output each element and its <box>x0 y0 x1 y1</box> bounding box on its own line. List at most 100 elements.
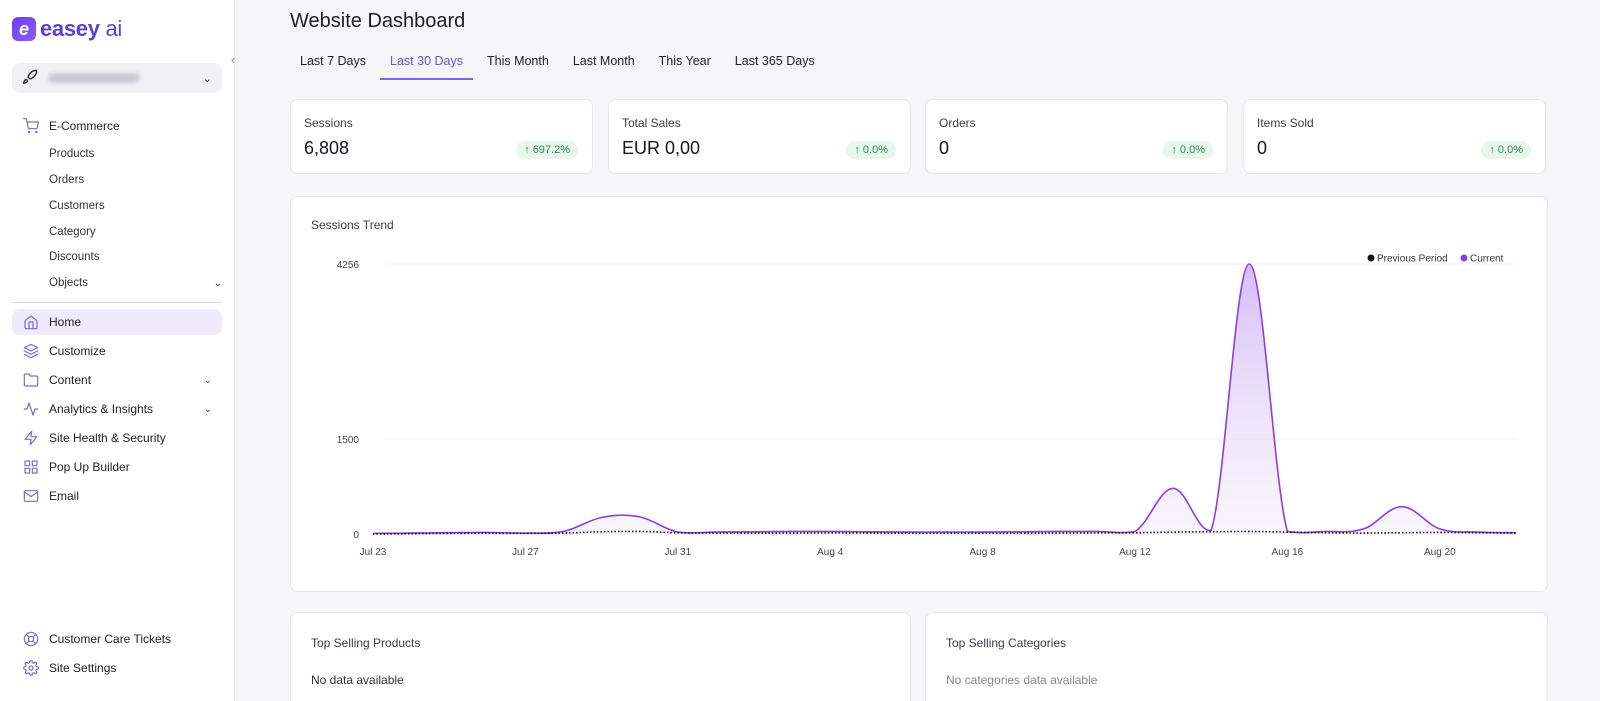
gear-icon <box>22 659 40 677</box>
x-tick-label: Aug 12 <box>1119 547 1151 558</box>
x-tick-label: Aug 4 <box>817 547 844 558</box>
sidebar-item-email[interactable]: Email <box>12 483 222 509</box>
tab-last-365-days[interactable]: Last 365 Days <box>734 54 815 68</box>
change-value: 697.2% <box>532 144 570 156</box>
sidebar-item-label: Pop Up Builder <box>49 460 130 474</box>
top-selling-categories-card: Top Selling Categories No categories dat… <box>925 612 1548 701</box>
sidebar-subitem-customers[interactable]: Customers <box>49 200 105 212</box>
stat-label: Sessions <box>304 116 353 130</box>
sidebar-item-label: Home <box>49 315 82 329</box>
sidebar-item-ecommerce[interactable]: E-Commerce <box>12 113 222 139</box>
sidebar-item-content[interactable]: Content ⌄ <box>12 367 222 393</box>
sidebar-item-label: E-Commerce <box>49 119 120 133</box>
logo-mark: e <box>12 17 36 41</box>
tab-last-7-days[interactable]: Last 7 Days <box>300 54 367 68</box>
stat-value: EUR 0,00 <box>622 138 701 158</box>
x-tick-label: Jul 31 <box>664 547 691 558</box>
card-title: Top Selling Products <box>311 636 421 650</box>
arrow-up-icon: ↑ <box>1489 144 1495 156</box>
legend-marker <box>1367 254 1375 262</box>
sidebar-subitem-category[interactable]: Category <box>49 226 96 238</box>
x-tick-label: Jul 23 <box>360 547 387 558</box>
change-badge: ↑ 697.2% <box>516 141 578 159</box>
chevron-down-icon: ⌄ <box>213 277 222 289</box>
logo[interactable]: e easey ai <box>12 16 122 42</box>
top-selling-products-card: Top Selling Products No data available <box>290 612 911 701</box>
change-value: 0.0% <box>1497 144 1523 156</box>
sidebar-item-label: Customer Care Tickets <box>49 632 172 646</box>
tab-last-30-days[interactable]: Last 30 Days <box>380 50 473 80</box>
change-value: 0.0% <box>862 144 888 156</box>
x-tick-label: Jul 27 <box>512 547 539 558</box>
arrow-up-icon: ↑ <box>524 144 530 156</box>
sidebar-item-home[interactable]: Home <box>12 309 222 335</box>
x-tick-label: Aug 8 <box>970 547 997 558</box>
chevron-down-icon: ⌄ <box>203 403 212 415</box>
sidebar-item-analytics[interactable]: Analytics & Insights ⌄ <box>12 396 222 422</box>
sidebar-item-popup-builder[interactable]: Pop Up Builder <box>12 454 222 480</box>
cart-icon <box>22 117 40 135</box>
sidebar-item-label: Customize <box>49 344 106 358</box>
change-badge: ↑ 0.0% <box>1481 141 1531 159</box>
series-current-line <box>372 263 1517 535</box>
site-selector[interactable]: ⌄ <box>12 63 222 93</box>
logo-text: easey ai <box>40 16 122 42</box>
sidebar-subitem-discounts[interactable]: Discounts <box>49 251 100 263</box>
y-tick-label: 4256 <box>337 260 360 271</box>
sidebar-subitem-label: Objects <box>49 277 88 289</box>
tab-this-month[interactable]: This Month <box>486 54 549 68</box>
sidebar-item-site-settings[interactable]: Site Settings <box>12 655 222 681</box>
sidebar-item-customer-care[interactable]: Customer Care Tickets <box>12 626 222 652</box>
arrow-up-icon: ↑ <box>854 144 860 156</box>
change-value: 0.0% <box>1179 144 1205 156</box>
x-tick-label: Aug 16 <box>1272 547 1304 558</box>
sidebar-item-label: Email <box>49 489 80 503</box>
stat-label: Total Sales <box>622 116 681 130</box>
stat-label: Items Sold <box>1257 116 1314 130</box>
sidebar-item-label: Site Health & Security <box>49 431 166 445</box>
sidebar-subitem-objects[interactable]: Objects ⌄ <box>49 274 222 292</box>
legend-label[interactable]: Current <box>1470 254 1504 265</box>
page-title: Website Dashboard <box>290 10 466 32</box>
brand-name: easey <box>40 16 100 41</box>
sidebar-item-label: Site Settings <box>49 661 117 675</box>
mail-icon <box>22 487 40 505</box>
chevron-down-icon: ⌄ <box>202 72 212 85</box>
legend-label[interactable]: Previous Period <box>1377 254 1448 265</box>
sidebar-divider <box>12 302 222 303</box>
stat-card-orders: Orders 0 ↑ 0.0% <box>925 99 1228 174</box>
brand-suffix: ai <box>105 16 123 41</box>
sidebar-item-site-health[interactable]: Site Health & Security <box>12 425 222 451</box>
home-icon <box>22 313 40 331</box>
tab-last-month[interactable]: Last Month <box>572 54 635 68</box>
bolt-icon <box>22 429 40 447</box>
card-title: Top Selling Categories <box>946 636 1067 650</box>
stat-card-sessions: Sessions 6,808 ↑ 697.2% <box>290 99 593 174</box>
empty-state: No categories data available <box>946 673 1098 687</box>
layers-icon <box>22 342 40 360</box>
arrow-up-icon: ↑ <box>1171 144 1177 156</box>
lifebuoy-icon <box>22 630 40 648</box>
legend-marker <box>1460 254 1468 262</box>
rocket-icon <box>22 69 38 88</box>
grid-icon <box>22 458 40 476</box>
collapse-sidebar-button[interactable]: ‹ <box>230 51 236 67</box>
site-name-redacted <box>48 73 140 83</box>
folder-icon <box>22 371 40 389</box>
change-badge: ↑ 0.0% <box>846 141 896 159</box>
y-tick-label: 1500 <box>337 435 360 446</box>
sidebar-subitem-orders[interactable]: Orders <box>49 174 85 186</box>
y-tick-label: 0 <box>353 530 359 541</box>
sidebar-subitem-products[interactable]: Products <box>49 148 95 160</box>
chevron-down-icon: ⌄ <box>203 374 212 386</box>
tab-this-year[interactable]: This Year <box>658 54 711 68</box>
stat-label: Orders <box>939 116 976 130</box>
empty-state: No data available <box>311 673 404 687</box>
sidebar: e easey ai ‹ ⌄ E-Commerce Products Order… <box>0 0 235 701</box>
x-tick-label: Aug 20 <box>1424 547 1456 558</box>
sidebar-item-customize[interactable]: Customize <box>12 338 222 364</box>
change-badge: ↑ 0.0% <box>1163 141 1213 159</box>
stat-card-total-sales: Total Sales EUR 0,00 ↑ 0.0% <box>608 99 911 174</box>
series-previous-line <box>372 530 1517 535</box>
